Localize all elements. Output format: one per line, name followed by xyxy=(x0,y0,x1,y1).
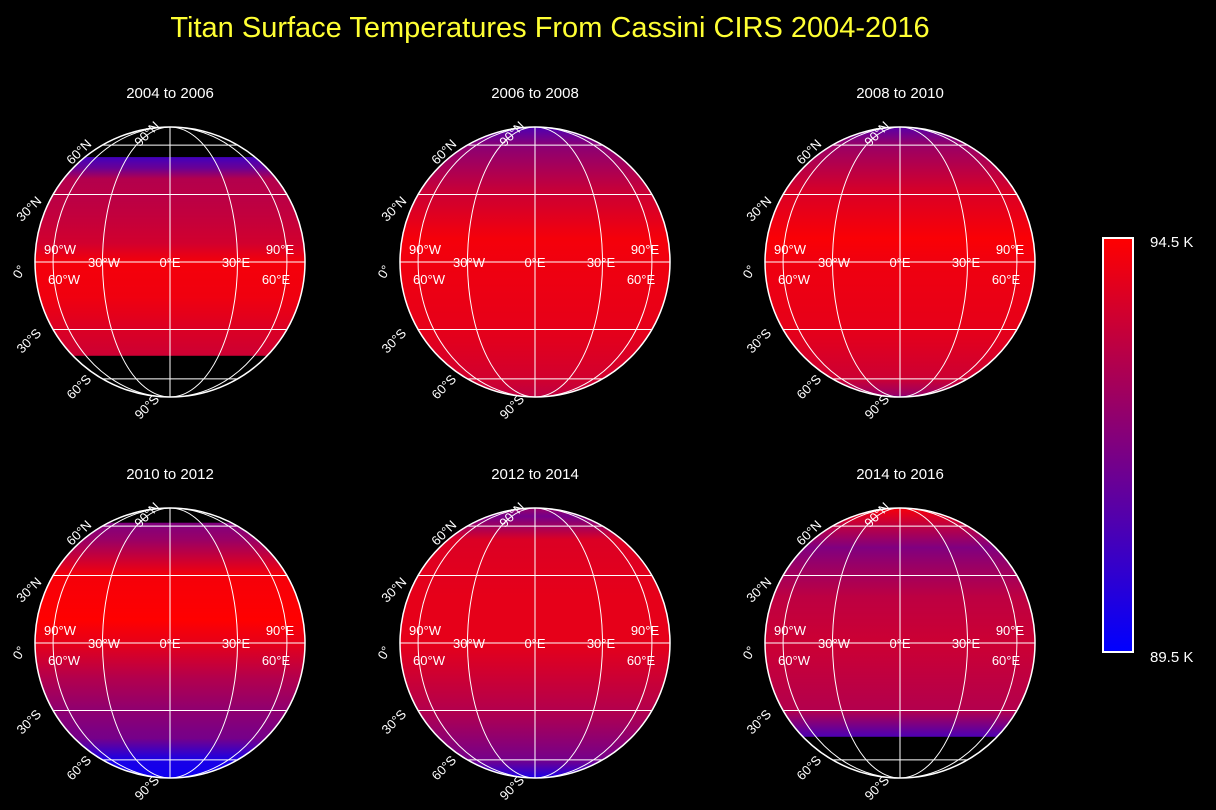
longitude-label: 60°W xyxy=(48,272,81,287)
colorbar-max-label: 94.5 K xyxy=(1150,234,1193,251)
colorbar: 94.5 K 89.5 K xyxy=(1102,234,1193,666)
latitude-label: 60°S xyxy=(793,752,824,783)
longitude-label: 90°E xyxy=(996,623,1025,638)
longitude-label: 0° xyxy=(739,644,758,662)
latitude-label: 30°S xyxy=(378,325,409,356)
globe-outline xyxy=(764,507,1036,779)
longitude-label: 60°W xyxy=(778,653,811,668)
longitude-label: 90°E xyxy=(266,623,295,638)
longitude-label: 0°E xyxy=(159,255,180,270)
panel-title: 2004 to 2006 xyxy=(126,85,214,102)
longitude-label: 90°E xyxy=(631,242,660,257)
latitude-label: 60°S xyxy=(428,752,459,783)
longitude-label: 60°E xyxy=(992,272,1021,287)
globe-outline xyxy=(399,507,671,779)
longitude-label: 60°E xyxy=(627,653,656,668)
latitude-label: 30°N xyxy=(13,193,44,224)
longitude-label: 30°E xyxy=(952,255,981,270)
longitude-label: 60°W xyxy=(413,653,446,668)
longitude-label: 90°E xyxy=(996,242,1025,257)
longitude-label: 30°E xyxy=(222,636,251,651)
longitude-label: 90°W xyxy=(774,623,807,638)
longitude-label: 0°E xyxy=(524,636,545,651)
longitude-label: 60°W xyxy=(48,653,81,668)
map-panel: 2006 to 200890°N60°N30°N30°S60°S90°S0°90… xyxy=(374,85,671,422)
latitude-label: 30°S xyxy=(13,706,44,737)
longitude-label: 90°W xyxy=(44,242,77,257)
longitude-label: 90°E xyxy=(631,623,660,638)
longitude-label: 30°E xyxy=(587,255,616,270)
latitude-label: 30°S xyxy=(743,706,774,737)
longitude-label: 30°W xyxy=(453,636,486,651)
longitude-label: 60°W xyxy=(778,272,811,287)
globe-outline xyxy=(399,126,671,398)
map-panel: 2012 to 201490°N60°N30°N30°S60°S90°S0°90… xyxy=(374,466,671,803)
map-panel: 2014 to 201690°N60°N30°N30°S60°S90°S0°90… xyxy=(739,466,1036,803)
globe-outline xyxy=(764,126,1036,398)
latitude-label: 60°S xyxy=(428,371,459,402)
longitude-label: 0° xyxy=(9,263,28,281)
longitude-label: 0° xyxy=(374,263,393,281)
longitude-label: 90°W xyxy=(409,242,442,257)
panel-title: 2008 to 2010 xyxy=(856,85,944,102)
longitude-label: 30°E xyxy=(222,255,251,270)
globe-outline xyxy=(34,126,306,398)
latitude-label: 30°N xyxy=(743,193,774,224)
latitude-label: 60°S xyxy=(63,752,94,783)
map-panel: 2004 to 200690°N60°N30°N30°S60°S90°S0°90… xyxy=(9,85,306,422)
latitude-label: 30°N xyxy=(743,574,774,605)
colorbar-bar xyxy=(1102,237,1134,653)
longitude-label: 0°E xyxy=(159,636,180,651)
longitude-label: 30°E xyxy=(587,636,616,651)
latitude-label: 30°S xyxy=(378,706,409,737)
latitude-label: 60°S xyxy=(793,371,824,402)
latitude-label: 30°S xyxy=(743,325,774,356)
longitude-label: 60°E xyxy=(627,272,656,287)
longitude-label: 30°W xyxy=(818,636,851,651)
panel-title: 2006 to 2008 xyxy=(491,85,579,102)
longitude-label: 90°E xyxy=(266,242,295,257)
longitude-label: 90°W xyxy=(774,242,807,257)
longitude-label: 60°E xyxy=(992,653,1021,668)
latitude-label: 30°N xyxy=(13,574,44,605)
latitude-label: 30°N xyxy=(378,193,409,224)
longitude-label: 30°W xyxy=(88,255,121,270)
figure-title: Titan Surface Temperatures From Cassini … xyxy=(170,12,930,44)
longitude-label: 60°W xyxy=(413,272,446,287)
longitude-label: 0°E xyxy=(889,255,910,270)
longitude-label: 30°E xyxy=(952,636,981,651)
panel-title: 2010 to 2012 xyxy=(126,466,214,483)
longitude-label: 30°W xyxy=(818,255,851,270)
longitude-label: 0° xyxy=(374,644,393,662)
longitude-label: 60°E xyxy=(262,272,291,287)
latitude-label: 30°S xyxy=(13,325,44,356)
longitude-label: 0° xyxy=(9,644,28,662)
globe-outline xyxy=(34,507,306,779)
longitude-label: 90°W xyxy=(409,623,442,638)
longitude-label: 30°W xyxy=(453,255,486,270)
panel-title: 2014 to 2016 xyxy=(856,466,944,483)
map-panel: 2008 to 201090°N60°N30°N30°S60°S90°S0°90… xyxy=(739,85,1036,422)
map-panel: 2010 to 201290°N60°N30°N30°S60°S90°S0°90… xyxy=(9,466,306,803)
longitude-label: 30°W xyxy=(88,636,121,651)
longitude-label: 0°E xyxy=(889,636,910,651)
longitude-label: 0° xyxy=(739,263,758,281)
latitude-label: 60°S xyxy=(63,371,94,402)
longitude-label: 60°E xyxy=(262,653,291,668)
latitude-label: 30°N xyxy=(378,574,409,605)
colorbar-min-label: 89.5 K xyxy=(1150,649,1193,666)
panel-title: 2012 to 2014 xyxy=(491,466,579,483)
longitude-label: 0°E xyxy=(524,255,545,270)
longitude-label: 90°W xyxy=(44,623,77,638)
